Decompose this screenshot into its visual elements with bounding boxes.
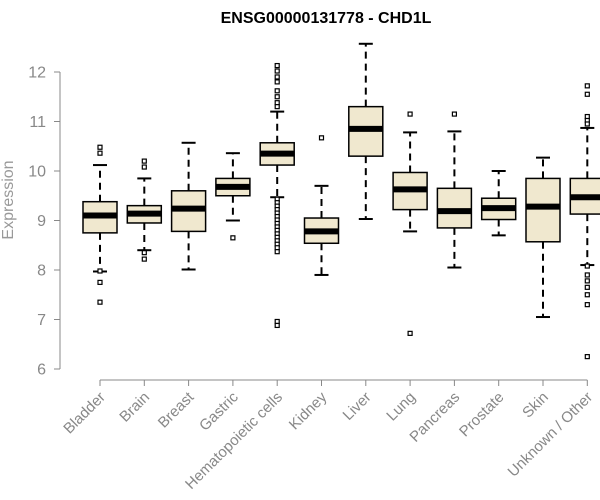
box-group <box>126 158 163 262</box>
box-iqr <box>525 177 561 243</box>
x-tick-label: Unknown / Other <box>505 389 597 481</box>
box-group <box>525 156 561 319</box>
outlier-point <box>584 302 590 308</box>
outlier-point <box>584 83 590 89</box>
outlier-point <box>274 79 280 85</box>
outlier-point <box>274 94 280 100</box>
box-group <box>569 83 600 360</box>
y-tick-label: 11 <box>29 114 46 131</box>
outlier-point <box>584 272 590 278</box>
box-group <box>480 170 517 237</box>
y-tick-label: 7 <box>37 312 46 329</box>
boxplot-series <box>82 42 600 360</box>
outlier-point <box>451 111 457 117</box>
y-tick-label: 9 <box>37 213 46 230</box>
box-group <box>170 141 207 271</box>
outlier-point <box>584 278 590 284</box>
outlier-point <box>274 62 280 69</box>
y-tick-label: 12 <box>28 65 46 82</box>
x-tick-label: Breast <box>155 388 198 431</box>
y-tick-label: 6 <box>37 362 46 379</box>
outlier-point <box>274 322 280 329</box>
y-tick-label: 8 <box>37 263 46 280</box>
box-group <box>303 135 340 276</box>
outlier-point <box>584 292 590 298</box>
y-axis: 6 7 8 9 10 11 12 <box>28 65 61 379</box>
outlier-point <box>97 150 103 156</box>
outlier-point <box>274 104 280 110</box>
outlier-point <box>584 121 590 127</box>
outlier-point <box>584 284 590 290</box>
box-group <box>348 42 384 221</box>
outlier-point <box>141 164 147 170</box>
x-tick-label: Skin <box>519 389 552 422</box>
x-tick-label: Bladder <box>60 389 109 438</box>
x-tick-label: Prostate <box>456 389 508 441</box>
outlier-point <box>274 88 280 94</box>
outlier-point <box>584 354 590 360</box>
x-tick-label: Liver <box>340 389 375 424</box>
box-group <box>215 152 251 241</box>
outlier-point <box>230 235 236 241</box>
x-tick-label: Kidney <box>286 388 331 433</box>
outlier-point <box>141 250 147 256</box>
box-group <box>259 62 295 329</box>
y-axis-label: Expression <box>0 160 17 239</box>
outlier-point <box>274 74 280 80</box>
y-tick-label: 10 <box>28 164 46 181</box>
outlier-point <box>274 68 280 74</box>
chart-title: ENSG00000131778 - CHD1L <box>221 10 432 27</box>
outlier-point <box>97 144 103 150</box>
outlier-point <box>97 299 103 305</box>
outlier-point <box>97 268 103 274</box>
outlier-point <box>141 256 147 262</box>
outlier-point <box>274 249 280 255</box>
x-tick-label: Brain <box>116 389 153 426</box>
outlier-point <box>407 111 413 117</box>
outlier-point <box>584 263 590 269</box>
outlier-point <box>97 279 103 285</box>
outlier-point <box>584 91 590 97</box>
box-group <box>436 111 473 269</box>
outlier-point <box>318 135 325 141</box>
x-tick-label: Lung <box>383 389 419 425</box>
box-group <box>82 144 118 305</box>
outlier-point <box>141 158 147 164</box>
box-group <box>392 111 428 336</box>
outlier-point <box>407 330 413 336</box>
